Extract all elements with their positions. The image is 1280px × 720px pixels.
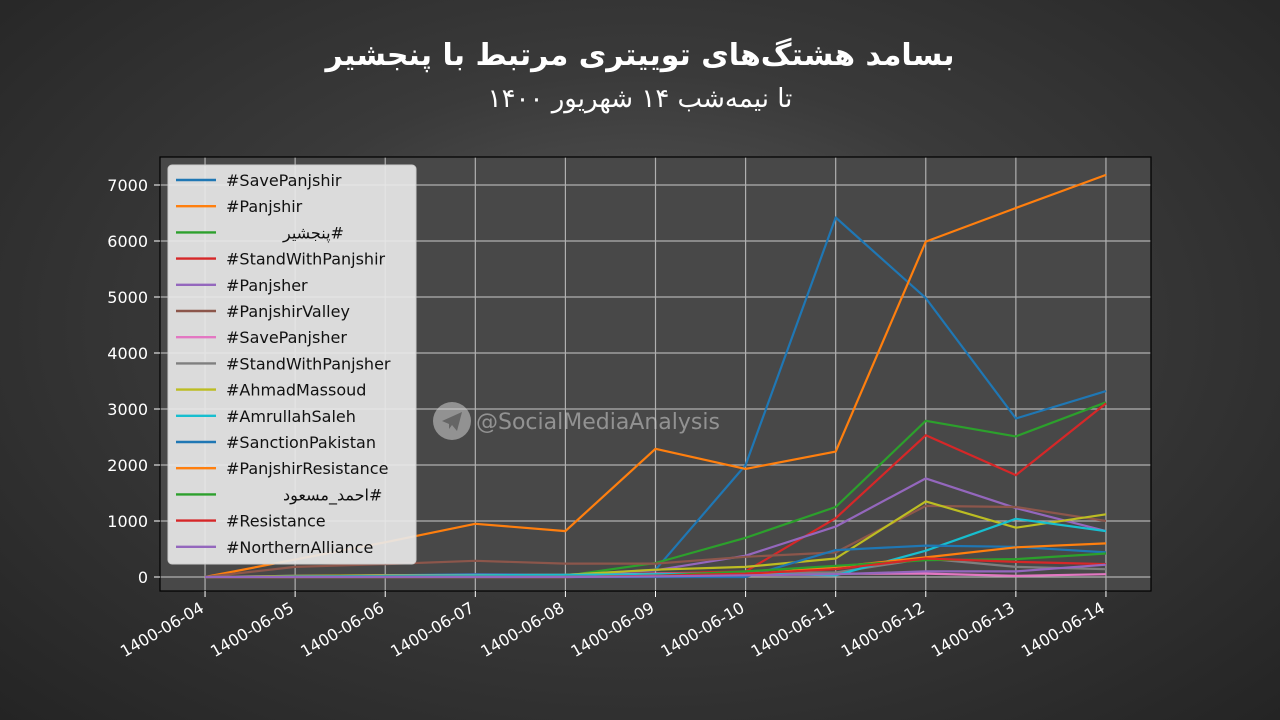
legend-label: #Panjshir xyxy=(226,197,303,216)
legend: #SavePanjshir #Panjshir #پنجشیر #StandWithP… xyxy=(167,164,417,565)
x-tick-label: 1400-06-14 xyxy=(1018,598,1108,661)
y-tick-label: 6000 xyxy=(107,232,148,251)
legend-label: #Resistance xyxy=(226,512,326,531)
chart-subtitle: تا نیمه‌شب ۱۴ شهریور ۱۴۰۰ xyxy=(487,84,793,114)
x-tick-label: 1400-06-07 xyxy=(387,598,477,661)
y-tick-label: 1000 xyxy=(107,512,148,531)
legend-label: #AhmadMassoud xyxy=(226,381,366,400)
x-tick-label: 1400-06-11 xyxy=(748,598,838,661)
legend-label: #SanctionPakistan xyxy=(226,433,376,452)
series-line xyxy=(204,504,1107,579)
y-tick-label: 2000 xyxy=(107,456,148,475)
x-tick-label: 1400-06-12 xyxy=(838,598,928,661)
x-tick-label: 1400-06-09 xyxy=(567,598,657,661)
y-axis: 0 1000 2000 3000 4000 5000 6000 7000 xyxy=(107,176,160,587)
legend-label: #StandWithPanjshir xyxy=(226,250,386,269)
y-tick-label: 0 xyxy=(138,568,148,587)
legend-label: #SavePanjsher xyxy=(226,328,347,347)
watermark-text: @SocialMediaAnalysis xyxy=(476,410,720,435)
legend-label: #StandWithPanjsher xyxy=(226,354,391,373)
legend-label: #احمد_مسعود xyxy=(283,485,382,505)
chart-title: بسامد هشتگ‌های توییتری مرتبط با پنجشیر xyxy=(325,38,955,73)
x-tick-label: 1400-06-10 xyxy=(658,598,748,661)
y-tick-label: 5000 xyxy=(107,288,148,307)
x-tick-label: 1400-06-06 xyxy=(297,598,387,661)
x-tick-label: 1400-06-04 xyxy=(117,598,207,661)
watermark: @SocialMediaAnalysis xyxy=(433,402,720,440)
legend-label: #NorthernAlliance xyxy=(226,538,373,557)
series-lines xyxy=(204,173,1107,579)
series-line xyxy=(205,563,1107,579)
legend-label: #SavePanjshir xyxy=(226,171,342,190)
legend-box xyxy=(167,164,417,565)
legend-label: #PanjshirResistance xyxy=(226,459,388,478)
x-axis: 1400-06-04 1400-06-05 1400-06-06 1400-06-07… xyxy=(117,591,1108,661)
y-tick-label: 3000 xyxy=(107,400,148,419)
legend-label: #پنجشیر xyxy=(282,223,344,243)
legend-label: #Panjsher xyxy=(226,276,308,295)
legend-label: #AmrullahSaleh xyxy=(226,407,356,426)
y-tick-label: 4000 xyxy=(107,344,148,363)
telegram-plane-icon xyxy=(442,412,462,431)
x-tick-label: 1400-06-08 xyxy=(477,598,567,661)
x-tick-label: 1400-06-05 xyxy=(207,598,297,661)
legend-label: #PanjshirValley xyxy=(226,302,350,321)
y-tick-label: 7000 xyxy=(107,176,148,195)
x-tick-label: 1400-06-13 xyxy=(928,598,1018,661)
